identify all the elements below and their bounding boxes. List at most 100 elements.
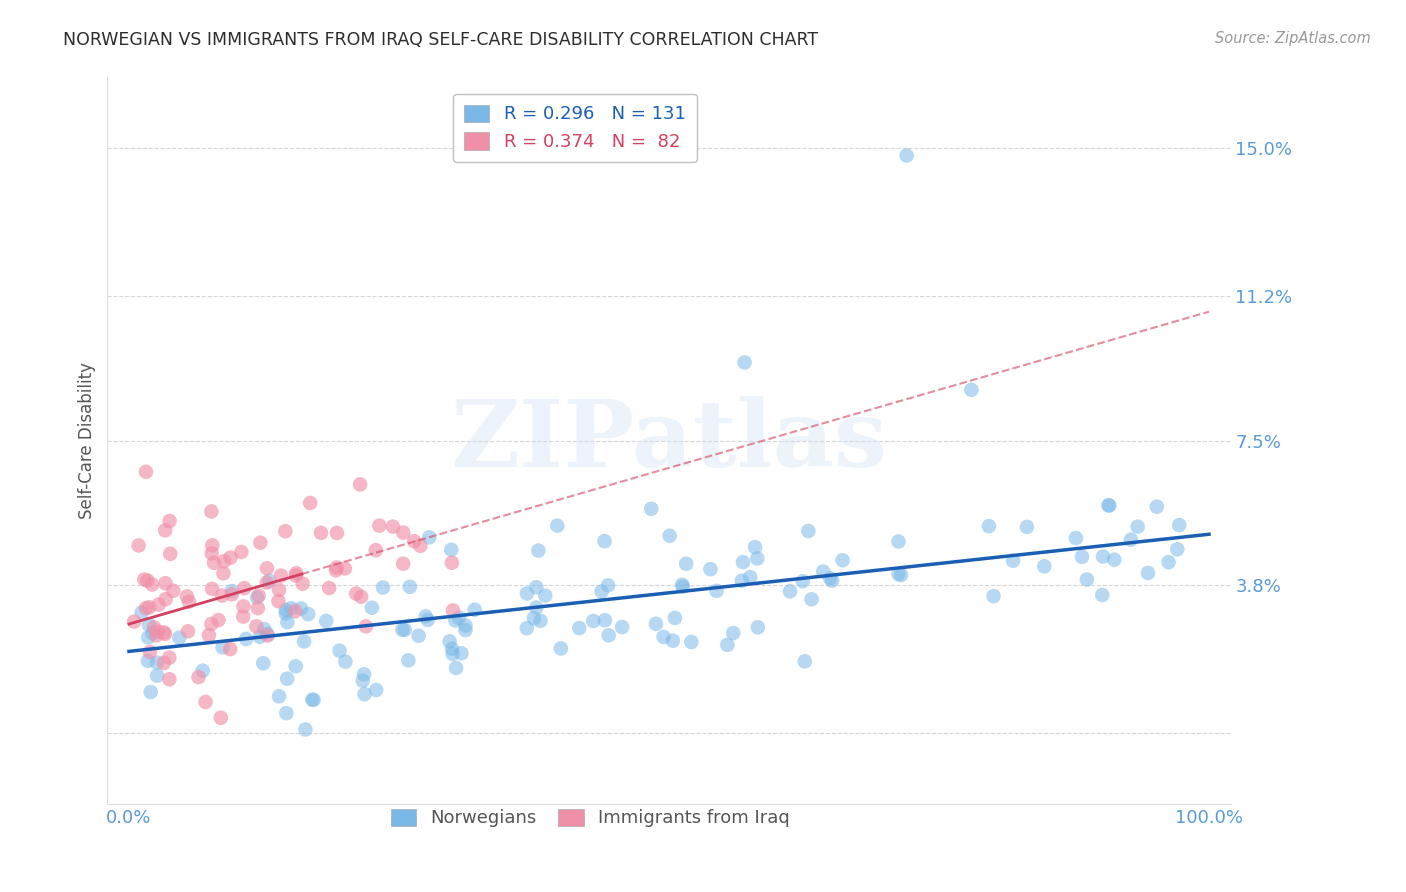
- Point: [232, 599, 254, 614]
- Point: [1097, 498, 1119, 512]
- Point: [977, 519, 1000, 533]
- Point: [464, 603, 486, 617]
- Point: [148, 598, 170, 612]
- Point: [146, 668, 169, 682]
- Point: [200, 617, 222, 632]
- Point: [135, 601, 157, 615]
- Point: [672, 580, 695, 594]
- Point: [1098, 499, 1121, 513]
- Point: [177, 595, 200, 609]
- Point: [253, 622, 276, 636]
- Point: [138, 617, 160, 632]
- Point: [800, 592, 823, 607]
- Point: [1002, 554, 1025, 568]
- Point: [793, 654, 815, 668]
- Point: [1076, 573, 1098, 587]
- Point: [415, 609, 437, 624]
- Point: [1119, 533, 1142, 547]
- Point: [439, 634, 461, 648]
- Point: [256, 627, 278, 641]
- Point: [145, 628, 167, 642]
- Point: [201, 582, 224, 596]
- Point: [394, 623, 416, 637]
- Point: [591, 584, 613, 599]
- Point: [232, 609, 254, 624]
- Point: [142, 626, 165, 640]
- Point: [284, 659, 307, 673]
- Point: [404, 534, 426, 549]
- Point: [249, 630, 271, 644]
- Point: [747, 620, 769, 634]
- Point: [716, 638, 738, 652]
- Point: [280, 601, 302, 615]
- Point: [371, 581, 394, 595]
- Point: [890, 568, 912, 582]
- Point: [1146, 500, 1168, 514]
- Point: [200, 504, 222, 518]
- Point: [276, 615, 298, 630]
- Point: [257, 574, 280, 588]
- Point: [162, 583, 184, 598]
- Point: [329, 643, 352, 657]
- Point: [291, 576, 314, 591]
- Point: [1033, 559, 1056, 574]
- Point: [568, 621, 591, 635]
- Point: [274, 607, 297, 621]
- Point: [792, 574, 814, 589]
- Point: [1071, 549, 1094, 564]
- Point: [246, 591, 269, 605]
- Point: [301, 693, 323, 707]
- Point: [211, 589, 233, 603]
- Point: [546, 518, 568, 533]
- Y-axis label: Self-Care Disability: Self-Care Disability: [79, 362, 96, 519]
- Point: [169, 631, 191, 645]
- Point: [399, 580, 422, 594]
- Point: [454, 623, 477, 637]
- Point: [593, 534, 616, 549]
- Point: [779, 584, 801, 599]
- Point: [734, 355, 756, 369]
- Point: [325, 563, 347, 577]
- Point: [723, 626, 745, 640]
- Point: [152, 625, 174, 640]
- Point: [221, 584, 243, 599]
- Point: [335, 655, 357, 669]
- Point: [516, 621, 538, 635]
- Point: [284, 568, 307, 582]
- Point: [256, 628, 278, 642]
- Point: [983, 589, 1005, 603]
- Point: [382, 519, 405, 533]
- Point: [524, 600, 547, 615]
- Point: [447, 611, 470, 625]
- Point: [529, 614, 551, 628]
- Point: [221, 587, 243, 601]
- Point: [155, 592, 177, 607]
- Point: [326, 525, 349, 540]
- Point: [285, 566, 308, 581]
- Point: [136, 631, 159, 645]
- Point: [252, 657, 274, 671]
- Point: [444, 614, 467, 628]
- Text: NORWEGIAN VS IMMIGRANTS FROM IRAQ SELF-CARE DISABILITY CORRELATION CHART: NORWEGIAN VS IMMIGRANTS FROM IRAQ SELF-C…: [63, 31, 818, 49]
- Point: [201, 538, 224, 552]
- Point: [274, 603, 297, 617]
- Point: [302, 693, 325, 707]
- Point: [352, 673, 374, 688]
- Point: [441, 603, 464, 617]
- Point: [202, 556, 225, 570]
- Point: [662, 633, 685, 648]
- Point: [233, 581, 256, 595]
- Point: [153, 656, 176, 670]
- Point: [267, 582, 290, 597]
- Point: [831, 553, 853, 567]
- Point: [664, 611, 686, 625]
- Point: [441, 641, 464, 656]
- Point: [153, 524, 176, 538]
- Point: [294, 723, 316, 737]
- Point: [516, 586, 538, 600]
- Point: [325, 560, 347, 574]
- Point: [1126, 519, 1149, 533]
- Point: [136, 574, 159, 588]
- Point: [270, 568, 292, 582]
- Point: [444, 661, 467, 675]
